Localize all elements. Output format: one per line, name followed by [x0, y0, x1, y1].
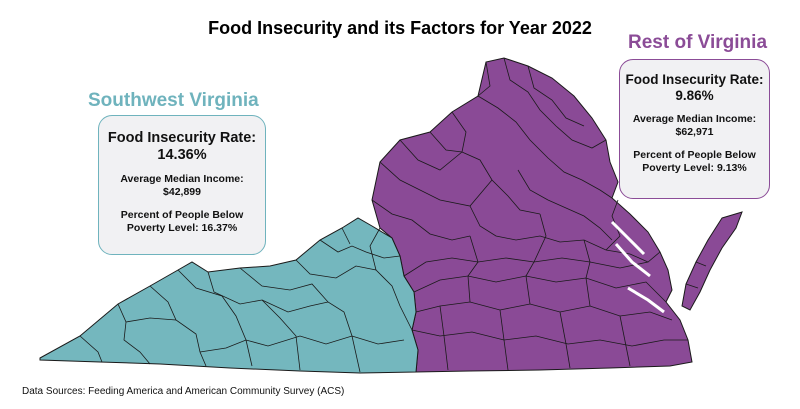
data-source-note: Data Sources: Feeding America and Americ… — [22, 386, 345, 397]
rest-rate-label: Food Insecurity Rate: — [625, 72, 764, 87]
rest-rate-value: 9.86% — [675, 88, 714, 103]
southwest-rate-label: Food Insecurity Rate: — [107, 130, 257, 146]
southwest-poverty-line1: Percent of People Below — [120, 209, 244, 221]
southwest-income-value: $42,899 — [163, 186, 201, 198]
rest-income-label: Average Median Income: — [632, 113, 757, 125]
rest-income-value: $62,971 — [675, 126, 714, 138]
rest-poverty-line1: Percent of People Below — [633, 149, 756, 161]
county-lines — [79, 57, 707, 373]
southwest-stats-card: Food Insecurity Rate: 14.36% Average Med… — [98, 115, 266, 255]
rest-region-label: Rest of Virginia — [628, 32, 768, 53]
rest-poverty-line2: Poverty Level: 9.13% — [642, 162, 747, 174]
southwest-income-label: Average Median Income: — [120, 173, 244, 185]
southwest-region-label: Southwest Virginia — [88, 90, 259, 111]
rest-stats-card: Food Insecurity Rate: 9.86% Average Medi… — [619, 59, 770, 199]
southwest-virginia-region — [39, 217, 419, 374]
eastern-shore — [681, 211, 743, 311]
southwest-poverty-line2: Poverty Level: 16.37% — [126, 222, 238, 234]
bay-inlets — [610, 220, 665, 314]
page-title: Food Insecurity and its Factors for Year… — [208, 18, 592, 38]
southwest-rate-value: 14.36% — [157, 147, 207, 163]
